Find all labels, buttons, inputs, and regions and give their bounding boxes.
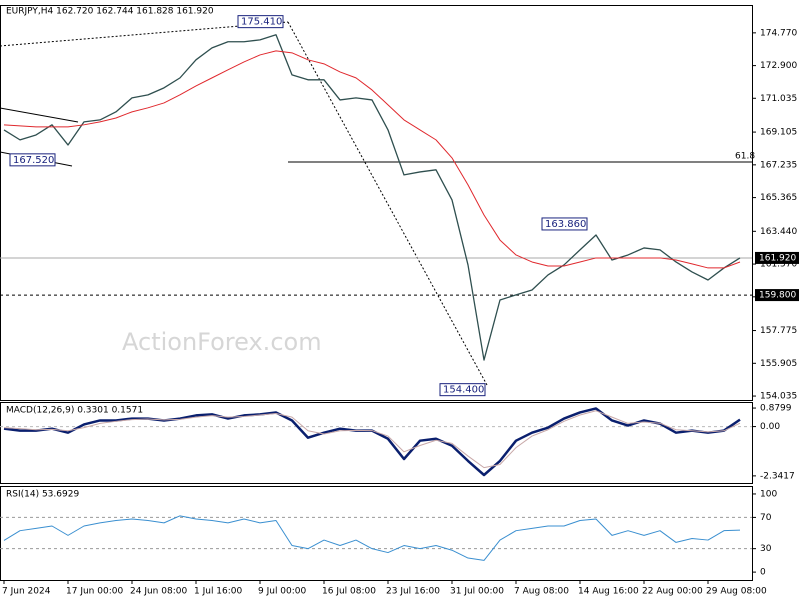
price-tag [755,289,799,302]
x-tick-label: 31 Jul 00:00 [450,587,504,597]
y-tick-label: 30 [760,544,772,554]
y-tick-label: 70 [760,513,772,523]
y-tick-label: 100 [760,489,777,499]
x-tick-label: 14 Aug 16:00 [578,587,639,597]
series-line [3,515,741,561]
panels [0,5,753,581]
y-tick-label: 165.365 [760,193,797,203]
rsi-panel [0,486,753,581]
y-tick-label: 174.770 [760,28,797,38]
chart-title: EURJPY,H4 162.720 162.744 161.828 161.92… [6,7,214,17]
main-panel [0,5,753,401]
y-tick-label: 163.440 [760,227,797,237]
y-tick-label: 0.00 [760,422,780,432]
y-tick-label: 167.235 [760,160,797,170]
y-tick-label: 171.035 [760,94,797,104]
price-tag-label: 159.800 [759,291,796,301]
y-tick-label: 169.105 [760,128,797,138]
y-tick-label: 157.775 [760,326,797,336]
channel-line [0,107,79,123]
macd-panel [0,402,753,484]
trend-line [287,21,488,386]
annotation-label: 163.860 [545,219,586,230]
rsi-title: RSI(14) 53.6929 [6,490,79,500]
annotation-label: 154.400 [443,385,484,396]
annotation-label: 167.520 [13,155,54,166]
y-tick-label: 0.8799 [760,404,792,414]
x-tick-label: 23 Jul 16:00 [386,587,440,597]
x-tick-label: 16 Jul 08:00 [322,587,376,597]
x-tick-label: 29 Aug 08:00 [706,587,767,597]
y-tick-label: 0 [760,568,766,578]
x-tick-label: 7 Jun 2024 [2,587,51,597]
watermark: ActionForex.com [122,328,322,356]
x-tick-label: 9 Jul 00:00 [258,587,307,597]
series-line [3,50,741,269]
y-tick-label: 161.570 [760,260,797,270]
annotation-box [541,217,588,231]
annotation-label: 175.410 [241,17,282,28]
y-tick-label: 155.905 [760,359,797,369]
macd-title: MACD(12,26,9) 0.3301 0.1571 [6,406,143,416]
price-tag [755,251,799,264]
fib-label: 61.8 [735,152,755,162]
x-tick-label: 7 Aug 08:00 [514,587,569,597]
x-tick-label: 22 Aug 00:00 [642,587,703,597]
annotation-box [9,153,56,167]
x-tick-label: 17 Jun 00:00 [66,587,123,597]
y-tick-label: -2.3417 [760,471,795,481]
y-tick-label: 172.900 [760,61,797,71]
price-tag-label: 161.920 [759,253,796,263]
x-tick-label: 24 Jun 08:00 [130,587,187,597]
series-line [3,410,741,469]
y-tick-label: 154.035 [760,392,797,402]
x-tick-label: 1 Jul 16:00 [194,587,243,597]
annotation-box [237,15,284,29]
annotation-box [439,383,486,397]
